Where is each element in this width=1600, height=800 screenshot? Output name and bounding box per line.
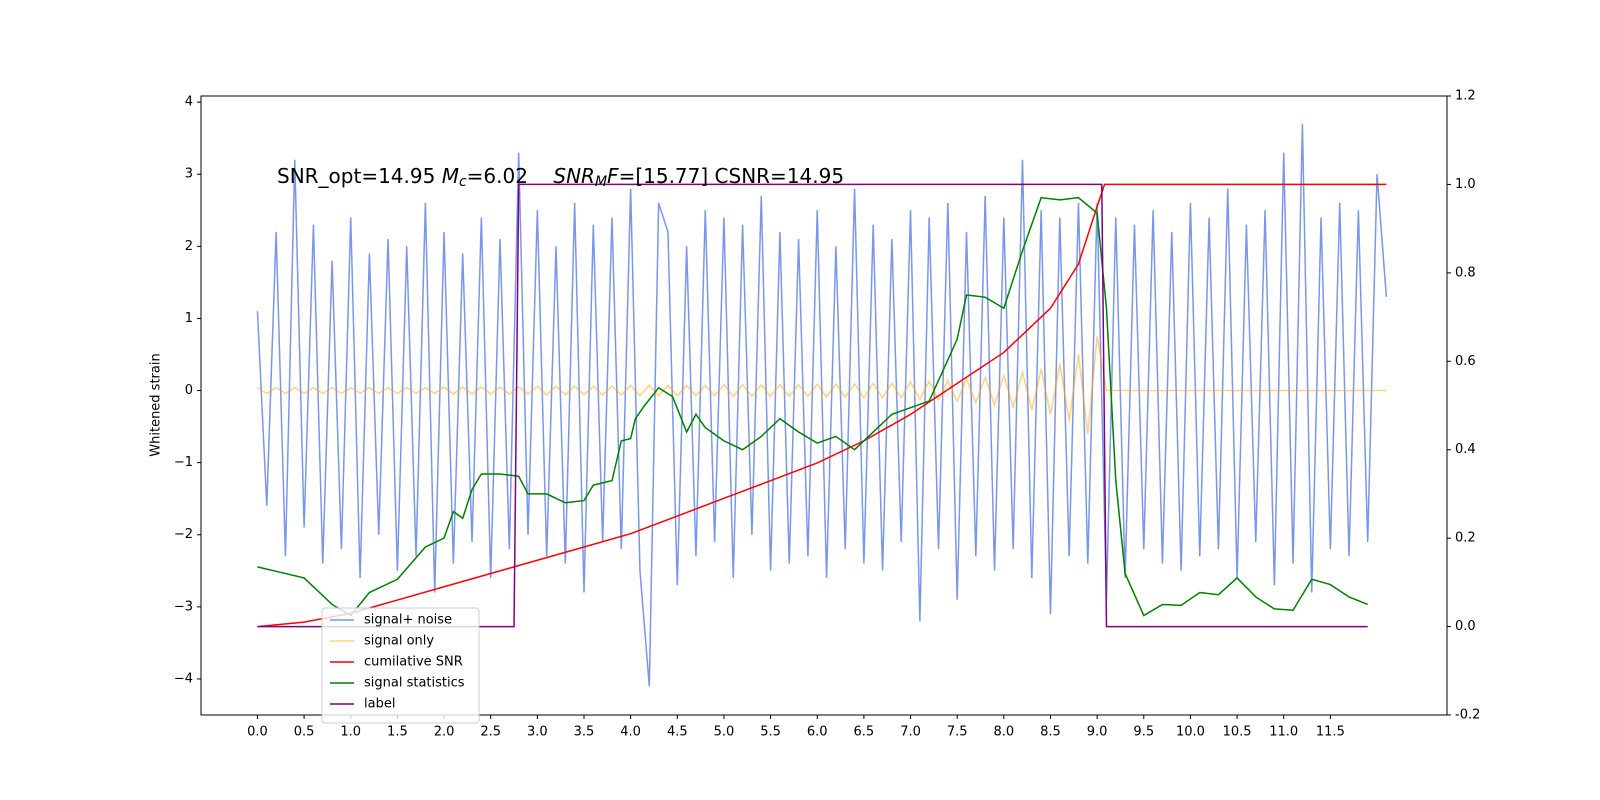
x-tick-label: 4.5 (667, 725, 688, 740)
y-tick-label: −2 (174, 527, 193, 542)
annotation-part: =[15.77] CSNR=14.95 (619, 164, 845, 188)
x-tick-label: 3.0 (527, 725, 548, 740)
x-tick-label: 8.0 (993, 725, 1014, 740)
x-tick-label: 9.5 (1133, 725, 1154, 740)
x-tick-label: 7.5 (947, 725, 968, 740)
legend-label: signal only (364, 634, 434, 649)
series-line (256, 123, 1388, 687)
annotation-part: =6.02 (467, 164, 554, 188)
y-tick-label: 0 (185, 383, 193, 398)
x-tick-label: 1.5 (387, 725, 408, 740)
x-tick-label: 6.0 (807, 725, 828, 740)
y-tick-label: 1 (185, 311, 193, 326)
y-axis-label: Whitened strain (149, 353, 164, 456)
x-tick-label: 3.5 (574, 725, 595, 740)
annotation-part: SNR_opt=14.95 (277, 164, 442, 188)
y2-tick-label: 0.2 (1455, 531, 1476, 546)
annotation-part: M (595, 174, 607, 190)
legend-label: signal statistics (364, 676, 465, 691)
y-tick-label: −1 (174, 455, 193, 470)
x-tick-label: 5.0 (714, 725, 735, 740)
x-tick-label: 2.5 (480, 725, 501, 740)
x-tick-label: 1.0 (340, 725, 361, 740)
legend-label: cumilative SNR (364, 655, 463, 670)
y2-tick-label: -0.2 (1455, 708, 1480, 723)
x-tick-label: 9.0 (1087, 725, 1108, 740)
y2-tick-label: 1.0 (1455, 177, 1476, 192)
x-tick-label: 2.0 (434, 725, 455, 740)
x-tick-label: 8.5 (1040, 725, 1061, 740)
annotation-part: M (442, 164, 459, 188)
annotation-part: F (607, 164, 619, 188)
y2-tick-label: 0.6 (1455, 354, 1476, 369)
series-line (257, 183, 1387, 628)
x-tick-label: 4.0 (620, 725, 641, 740)
x-tick-label: 0.0 (247, 725, 268, 740)
x-tick-label: 0.5 (294, 725, 315, 740)
annotation-part: c (459, 174, 467, 190)
x-tick-label: 11.0 (1269, 725, 1298, 740)
y-tick-label: −4 (174, 671, 193, 686)
y-tick-label: 4 (185, 95, 193, 110)
y2-tick-label: 0.0 (1455, 619, 1476, 634)
legend-label: signal+ noise (364, 613, 452, 628)
legend-label: label (364, 697, 395, 712)
annotation: SNR_opt=14.95 Mc=6.02 SNRMF=[15.77] CSNR… (277, 164, 844, 191)
y-tick-label: −3 (174, 599, 193, 614)
y2-tick-label: 0.4 (1455, 442, 1476, 457)
x-tick-label: 7.0 (900, 725, 921, 740)
x-tick-label: 11.5 (1316, 725, 1345, 740)
x-tick-label: 6.5 (854, 725, 875, 740)
x-tick-label: 10.5 (1223, 725, 1252, 740)
legend-box (321, 607, 480, 724)
y2-tick-label: 1.2 (1455, 89, 1476, 104)
annotation-part: SNR (553, 164, 595, 188)
y-tick-label: 2 (185, 239, 193, 254)
series-line (257, 196, 1368, 617)
series-line (257, 336, 1387, 434)
y-tick-label: 3 (185, 167, 193, 182)
axes-frame (200, 95, 1448, 716)
y2-tick-label: 0.8 (1455, 265, 1476, 280)
x-tick-label: 10.0 (1176, 725, 1205, 740)
x-tick-label: 5.5 (760, 725, 781, 740)
